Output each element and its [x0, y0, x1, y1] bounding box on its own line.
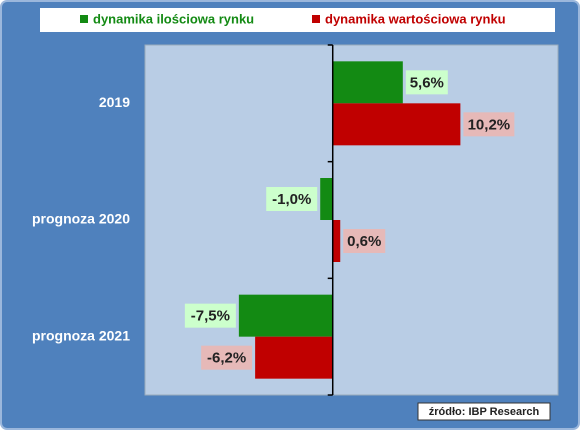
bar — [332, 220, 341, 262]
legend-label: dynamika ilościowa rynku — [93, 11, 254, 26]
bar — [238, 294, 333, 337]
value-label-bg — [184, 303, 236, 328]
y-tick-label: prognoza 2020 — [32, 211, 130, 227]
source: źródło: IBP Research — [429, 406, 540, 418]
value-label: -6,2% — [207, 350, 246, 367]
value-label: 10,2% — [468, 116, 511, 133]
value-label: 5,6% — [410, 74, 444, 91]
value-label-bg — [405, 70, 448, 95]
bar — [320, 178, 333, 220]
value-label-bg — [463, 112, 515, 137]
legend-label: dynamika wartościowa rynku — [325, 11, 506, 26]
value-label-bg — [343, 229, 386, 253]
y-tick-label: 2019 — [99, 94, 130, 110]
bar — [332, 103, 461, 146]
value-label: -1,0% — [272, 191, 311, 208]
y-tick-label: prognoza 2021 — [32, 327, 130, 343]
legend-box — [40, 8, 555, 32]
legend-marker — [312, 15, 320, 23]
bar — [255, 336, 333, 379]
value-label-bg — [266, 187, 318, 211]
legend-marker — [80, 15, 88, 23]
value-label: -7,5% — [191, 308, 230, 325]
value-label-bg — [201, 345, 253, 370]
bar — [332, 61, 403, 104]
source-box — [417, 402, 551, 421]
value-label: 0,6% — [347, 233, 381, 250]
